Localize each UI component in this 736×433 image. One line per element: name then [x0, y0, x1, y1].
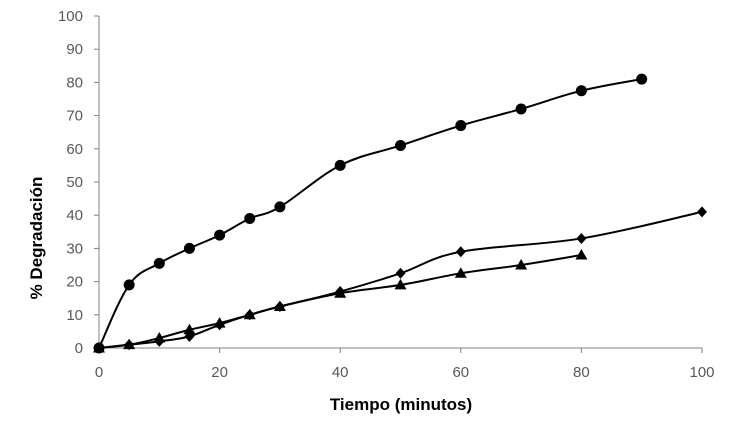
data-point-circle	[274, 201, 286, 213]
data-point-triangle	[123, 338, 136, 350]
data-point-diamond	[395, 267, 406, 279]
y-axis-title: % Degradación	[27, 177, 46, 300]
data-point-circle	[183, 242, 195, 254]
x-tick-label: 80	[573, 364, 590, 381]
data-point-circle	[636, 73, 648, 85]
series-1-line	[98, 78, 642, 349]
data-point-circle	[153, 257, 165, 269]
y-tick-label: 60	[66, 141, 83, 158]
x-tick-label: 100	[689, 364, 714, 381]
data-point-triangle	[183, 323, 196, 335]
y-tick-label: 20	[66, 274, 83, 291]
data-point-circle	[334, 159, 346, 171]
data-point-triangle	[334, 287, 347, 298]
data-point-triangle	[454, 267, 467, 278]
data-point-triangle	[273, 300, 286, 311]
y-tick-label: 10	[66, 307, 83, 324]
data-point-circle	[214, 229, 226, 241]
data-point-circle	[123, 279, 135, 291]
data-point-diamond	[576, 232, 587, 244]
y-tick-label: 40	[66, 207, 83, 224]
x-tick-label: 0	[95, 364, 103, 381]
data-point-circle	[455, 120, 467, 132]
data-point-circle	[395, 139, 406, 151]
data-point-triangle	[243, 308, 256, 320]
data-point-triangle	[213, 317, 226, 328]
x-tick-label: 60	[452, 364, 469, 381]
y-tick-label: 0	[75, 340, 83, 357]
y-tick-label: 100	[58, 8, 83, 25]
data-point-circle	[575, 85, 587, 97]
x-tick-label: 20	[211, 364, 228, 381]
data-point-circle	[515, 103, 527, 115]
y-tick-label: 70	[66, 108, 83, 125]
series-3-line	[98, 254, 582, 349]
y-tick-label: 30	[66, 240, 83, 257]
data-point-triangle	[394, 278, 407, 290]
plot-area: 0 10 20 30 40 50 60 70 80 90 100 0 20 40 60 80 100	[58, 8, 715, 381]
x-tick-label: 40	[332, 364, 349, 381]
y-tick-label: 50	[66, 174, 83, 191]
data-point-circle	[244, 213, 256, 225]
y-tick-label: 80	[66, 74, 83, 91]
data-point-triangle	[93, 342, 105, 353]
data-point-triangle	[153, 332, 166, 343]
data-point-triangle	[575, 249, 588, 260]
data-point-diamond	[697, 206, 707, 218]
x-axis-title: Tiempo (minutos)	[330, 395, 472, 414]
data-point-triangle	[515, 259, 528, 270]
data-point-diamond	[455, 246, 466, 258]
y-tick-label: 90	[66, 41, 83, 58]
